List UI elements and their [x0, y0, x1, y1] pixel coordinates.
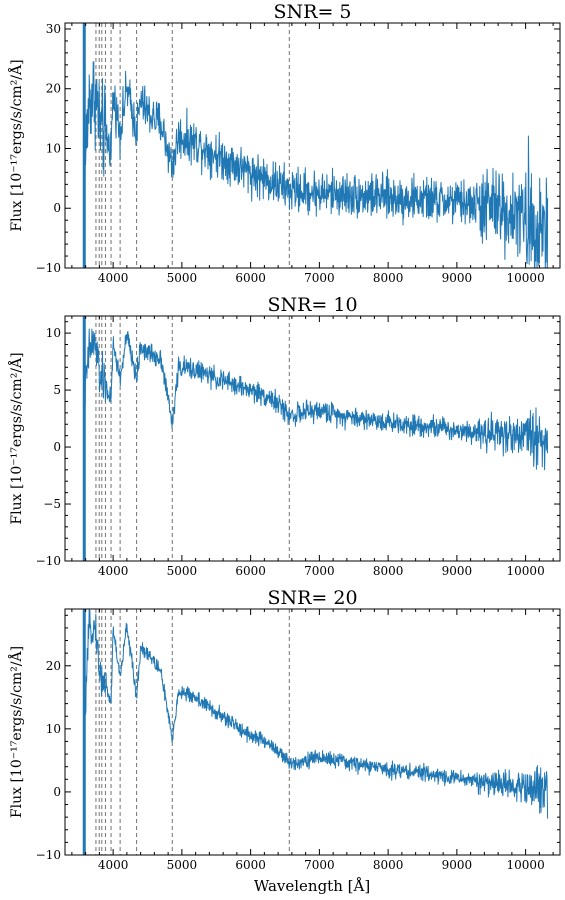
- x-tick-label: 4000: [98, 858, 129, 872]
- x-tick-label: 7000: [304, 564, 335, 578]
- panel-title: SNR= 20: [267, 587, 357, 609]
- x-tick-label: 9000: [442, 564, 473, 578]
- y-tick-label: −10: [36, 554, 61, 568]
- y-tick-label: 5: [53, 383, 61, 397]
- plot-frame: [64, 22, 561, 269]
- series-line: [83, 609, 549, 819]
- panel-snr-20: SNR= 20 Flux [10⁻¹⁷ergs/s/cm²/Å] 4000 5000 6…: [7, 587, 561, 872]
- panel-snr-10: SNR= 10 Flux [10⁻¹⁷ergs/s/cm²/Å] 4000 5000 6…: [7, 294, 561, 578]
- panel-snr-5: SNR= 5 Flux [10⁻¹⁷ergs/s/cm²/Å] 4000 5000 60…: [7, 1, 561, 285]
- y-tick-label: −5: [43, 497, 61, 511]
- y-tick-label: 20: [46, 659, 61, 673]
- x-tick-label: 4000: [98, 564, 129, 578]
- x-tick-label: 9000: [442, 271, 473, 285]
- x-tick-label: 6000: [235, 564, 266, 578]
- x-tick-label: 5000: [167, 271, 198, 285]
- y-axis-label: Flux [10⁻¹⁷ergs/s/cm²/Å]: [7, 352, 25, 524]
- y-tick-label: 0: [53, 201, 61, 215]
- x-tick-label: 7000: [304, 858, 335, 872]
- plot-frame: [64, 608, 561, 856]
- panel-title: SNR= 5: [274, 1, 352, 23]
- y-tick-label: 10: [46, 326, 61, 340]
- x-tick-label: 8000: [373, 271, 404, 285]
- x-tick-label: 8000: [373, 858, 404, 872]
- series-line: [83, 328, 549, 471]
- x-tick-label: 9000: [442, 858, 473, 872]
- y-tick-label: 0: [53, 785, 61, 799]
- plot-frame: [64, 315, 561, 562]
- y-tick-label: 30: [46, 22, 61, 36]
- x-tick-label: 5000: [167, 858, 198, 872]
- panel-title: SNR= 10: [267, 294, 357, 316]
- y-tick-label: −10: [36, 848, 61, 862]
- x-tick-label: 4000: [98, 271, 129, 285]
- y-tick-label: 20: [46, 82, 61, 96]
- series-line: [83, 61, 549, 268]
- x-axis-label: Wavelength [Å]: [254, 877, 370, 895]
- x-tick-label: 8000: [373, 564, 404, 578]
- x-tick-label: 5000: [167, 564, 198, 578]
- y-axis-label: Flux [10⁻¹⁷ergs/s/cm²/Å]: [7, 59, 25, 231]
- x-tick-label: 6000: [235, 271, 266, 285]
- x-tick-label: 7000: [304, 271, 335, 285]
- y-tick-label: 10: [46, 722, 61, 736]
- x-tick-label: 10000: [507, 564, 545, 578]
- x-tick-label: 6000: [235, 858, 266, 872]
- y-tick-label: −10: [36, 261, 61, 275]
- x-tick-label: 10000: [507, 271, 545, 285]
- y-tick-label: 0: [53, 440, 61, 454]
- y-tick-label: 10: [46, 141, 61, 155]
- x-tick-label: 10000: [507, 858, 545, 872]
- y-axis-label: Flux [10⁻¹⁷ergs/s/cm²/Å]: [7, 646, 25, 818]
